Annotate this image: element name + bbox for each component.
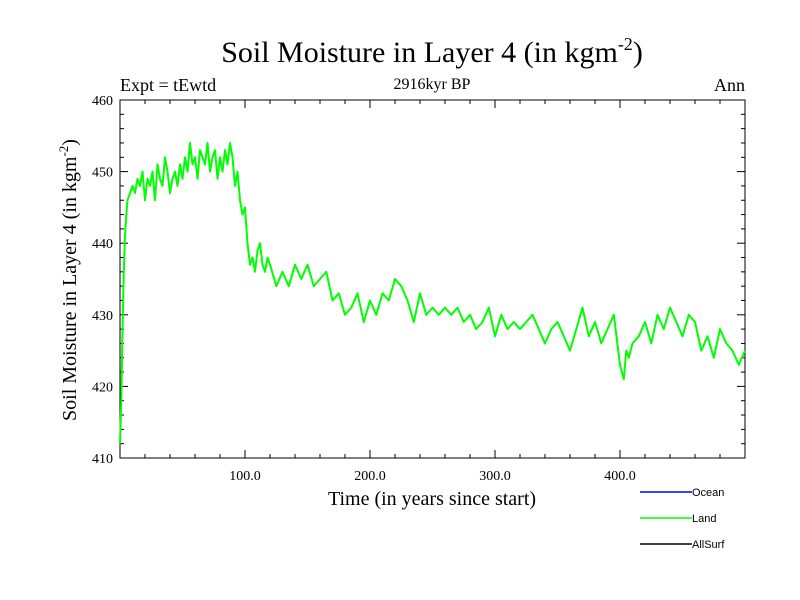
y-tick-label: 450 (92, 166, 113, 181)
chart-title-main: Soil Moisture in Layer 4 (in kgm (221, 36, 618, 69)
plot-frame (119, 99, 746, 459)
y-axis-label-close: ) (59, 139, 81, 146)
tick-labels: 410 420 430 440 450 460 100.0 200.0 300.0 400.0 (92, 94, 636, 484)
expt-label: Expt = tEwtd (120, 75, 216, 95)
chart-title: Soil Moisture in Layer 4 (in kgm-2) (221, 34, 643, 69)
ticks (120, 99, 745, 459)
x-tick-label: 300.0 (479, 469, 511, 484)
x-tick-label: 200.0 (354, 469, 386, 484)
series-line-land (119, 142, 746, 444)
chart-title-superscript: -2 (618, 34, 633, 54)
season-label: Ann (714, 75, 745, 95)
y-axis-label-main: Soil Moisture in Layer 4 (in kgm (59, 156, 81, 421)
x-tick-label: 400.0 (604, 469, 636, 484)
series-group (119, 142, 746, 444)
legend-label-land: Land (692, 513, 716, 525)
legend: Ocean Land AllSurf (640, 487, 725, 551)
y-tick-label: 460 (92, 94, 113, 109)
legend-label-ocean: Ocean (692, 487, 724, 499)
y-axis-label-superscript: -2 (56, 146, 71, 157)
y-tick-label: 440 (92, 237, 113, 252)
period-label: 2916kyr BP (394, 76, 471, 93)
y-axis-label: Soil Moisture in Layer 4 (in kgm-2) (56, 139, 81, 421)
legend-label-allsurf: AllSurf (692, 539, 725, 551)
y-tick-label: 420 (92, 380, 113, 395)
y-tick-label: 430 (92, 309, 113, 324)
x-tick-label: 100.0 (229, 469, 261, 484)
y-tick-label: 410 (92, 452, 113, 467)
x-axis-label: Time (in years since start) (328, 488, 536, 510)
chart-title-close: ) (633, 36, 643, 69)
